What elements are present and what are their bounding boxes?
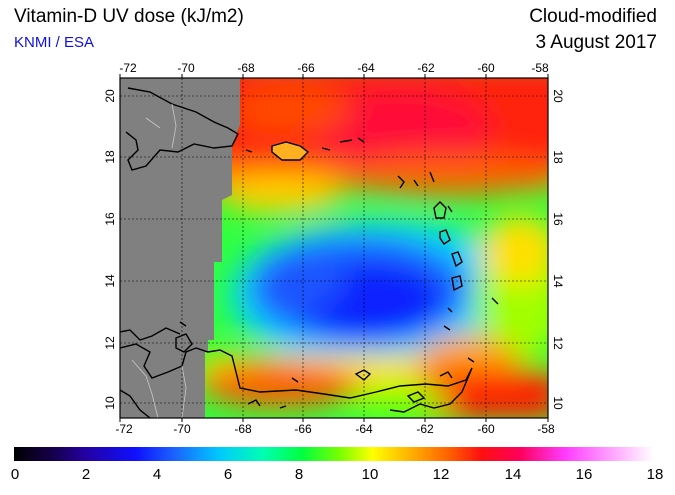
map-frame <box>119 77 549 419</box>
map-title: Vitamin-D UV dose (kJ/m2) <box>14 6 244 27</box>
lat-label: 10 <box>103 396 117 410</box>
lat-label: 20 <box>103 89 117 103</box>
lon-label: -60 <box>477 61 495 75</box>
lat-labels-right: 10 12 14 16 18 20 <box>551 89 565 410</box>
colorbar-label: 8 <box>294 466 304 483</box>
colorbar-label: 4 <box>152 466 162 483</box>
colorbar-label: 12 <box>432 466 450 483</box>
lon-label: -70 <box>173 422 191 436</box>
map-date: 3 August 2017 <box>535 32 658 53</box>
lon-label: -60 <box>477 422 495 436</box>
colorbar-label: 6 <box>223 466 233 483</box>
lon-label: -66 <box>294 422 312 436</box>
borders <box>131 103 187 418</box>
lat-label: 12 <box>103 336 117 350</box>
lon-label: -68 <box>237 61 255 75</box>
lon-label: -64 <box>357 61 375 75</box>
lat-label: 20 <box>551 89 565 103</box>
graticule <box>120 78 548 418</box>
colorbar-label: 2 <box>81 466 91 483</box>
uv-field <box>120 78 548 418</box>
lon-label: -66 <box>297 61 315 75</box>
lon-tick-marks <box>119 74 549 422</box>
lat-label: 12 <box>551 336 565 350</box>
lon-label: -58 <box>537 422 555 436</box>
credit-text: KNMI / ESA <box>14 34 95 51</box>
lat-label: 14 <box>551 274 565 288</box>
lat-label: 10 <box>551 396 565 410</box>
no-data-region <box>120 78 240 418</box>
lat-label: 16 <box>551 212 565 226</box>
lat-label: 16 <box>103 212 117 226</box>
colorbar-label: 10 <box>361 466 379 483</box>
map-subtitle: Cloud-modified <box>529 6 657 27</box>
lon-label: -68 <box>234 422 252 436</box>
colorbar-label: 14 <box>504 466 522 483</box>
lon-labels-top: -72 -70 -68 -66 -64 -62 -60 -58 <box>119 61 549 75</box>
colorbar-label: 18 <box>646 466 664 483</box>
lat-labels-left: 10 12 14 16 18 20 <box>103 89 117 410</box>
lat-label: 14 <box>103 274 117 288</box>
colorbar <box>14 447 654 461</box>
lon-label: -72 <box>115 422 133 436</box>
coastlines <box>120 87 499 418</box>
lon-label: -58 <box>531 61 549 75</box>
lon-label: -62 <box>417 61 435 75</box>
lon-label: -72 <box>119 61 137 75</box>
lon-label: -64 <box>355 422 373 436</box>
colorbar-label: 16 <box>575 466 593 483</box>
lat-label: 18 <box>551 150 565 164</box>
lon-labels-bottom: -72 -70 -68 -66 -64 -62 -60 -58 <box>115 422 555 436</box>
lon-label: -62 <box>416 422 434 436</box>
colorbar-label: 0 <box>10 466 20 483</box>
lat-label: 18 <box>103 150 117 164</box>
lon-label: -70 <box>177 61 195 75</box>
